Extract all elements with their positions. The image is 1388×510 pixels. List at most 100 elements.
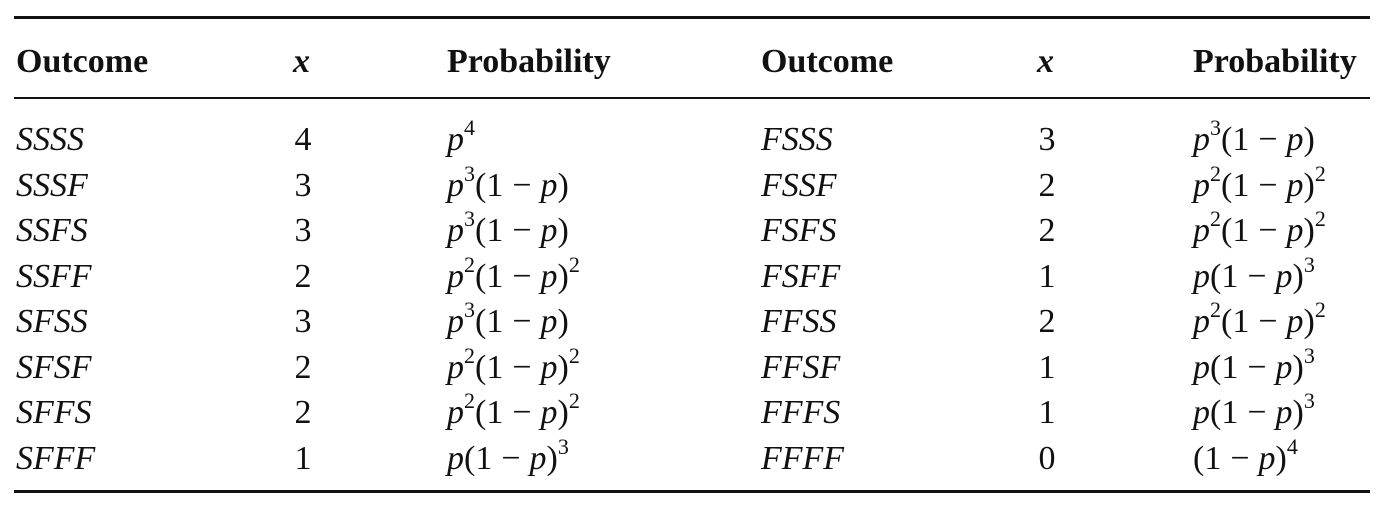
one-symbol: 1 [1221,257,1239,295]
close-paren: ) [1292,348,1304,386]
one-symbol: 1 [486,166,504,204]
table-row: SFFF 1 p(1− p)3 FFFF 0 (1− p)4 [0,433,1388,484]
p-symbol: p [1193,121,1210,158]
open-paren: ( [1193,439,1205,477]
minus-symbol: − [1230,439,1250,477]
p-symbol: p [1193,212,1210,249]
table-header-row: Outcome x Probability Outcome x Probabil… [0,40,1388,84]
open-paren: ( [1210,348,1222,386]
p-exponent: 2 [1210,297,1221,322]
table-top-rule [14,16,1370,19]
one-minus-p-exponent: 3 [1303,342,1315,368]
p-symbol: p [447,303,464,340]
p-exponent: 3 [464,206,475,231]
p-exponent: 2 [1210,160,1221,186]
minus-symbol: − [1247,394,1267,431]
close-paren: ) [1292,394,1304,431]
close-paren: ) [546,439,558,477]
close-paren: ) [1303,166,1315,204]
open-paren: ( [475,348,487,386]
p-symbol: p [1193,348,1210,386]
outcome-cell: SSSS [16,121,84,158]
p-exponent: 2 [464,342,475,368]
outcome-cell: SFFS [16,394,92,431]
p-exponent: 2 [464,251,475,277]
p-exponent: 2 [1210,206,1221,231]
outcome-cell: SFFF [16,439,96,477]
outcome-cell: SFSF [16,348,92,386]
close-paren: ) [1303,212,1315,249]
p-symbol: p [1286,212,1304,249]
minus-symbol: − [512,257,532,295]
minus-symbol: − [1247,348,1267,386]
minus-symbol: − [1258,303,1278,340]
close-paren: ) [1275,439,1287,477]
header-outcome-left: Outcome [16,43,149,80]
x-value-cell: 2 [1038,166,1056,204]
p-symbol: p [1193,394,1210,431]
p-exponent: 3 [464,160,475,186]
one-symbol: 1 [1232,166,1250,204]
open-paren: ( [475,303,487,340]
table-row: SFSF 2 p2(1− p)2 FFSF 1 p(1− p)3 [0,342,1388,391]
x-value-cell: 4 [294,121,312,158]
p-symbol: p [1193,257,1210,295]
outcome-cell: FFFS [761,394,841,431]
probability-cell: p2(1− p)2 [447,388,580,438]
one-minus-p-exponent: 4 [1286,433,1298,459]
probability-cell: p3(1− p) [447,160,569,211]
p-symbol: p [447,439,464,477]
open-paren: ( [1221,212,1233,249]
p-symbol: p [540,348,558,386]
probability-cell: p2(1− p)2 [1193,297,1326,347]
outcome-cell: FFSF [761,348,841,386]
one-minus-p-exponent: 2 [1314,206,1326,231]
x-value-cell: 3 [294,166,312,204]
p-exponent: 2 [464,388,475,413]
one-minus-p-exponent: 2 [568,251,580,277]
close-paren: ) [557,212,569,249]
p-symbol: p [447,212,464,249]
minus-symbol: − [1258,212,1278,249]
one-symbol: 1 [486,348,504,386]
minus-symbol: − [512,348,532,386]
p-symbol: p [540,166,558,204]
minus-symbol: − [512,303,532,340]
open-paren: ( [1210,394,1222,431]
close-paren: ) [557,348,569,386]
one-minus-p-exponent: 3 [1303,388,1315,413]
probability-cell: (1− p)4 [1193,433,1298,484]
close-paren: ) [557,394,569,431]
open-paren: ( [475,212,487,249]
minus-symbol: − [1247,257,1267,295]
probability-cell: p(1− p)3 [447,434,569,484]
probability-cell: p3(1− p) [447,297,569,347]
probability-cell: p4 [447,115,475,165]
p-symbol: p [540,394,558,431]
p-symbol: p [1193,303,1210,340]
p-exponent: 4 [464,115,475,140]
probability-cell: p(1− p)3 [1193,388,1315,438]
open-paren: ( [1210,257,1222,295]
outcome-cell: FSFS [761,212,837,249]
header-outcome-right: Outcome [761,43,894,80]
header-probability-right: Probability [1193,43,1357,80]
p-symbol: p [447,348,464,386]
p-symbol: p [1275,394,1293,431]
p-symbol: p [447,121,464,158]
probability-cell: p3(1− p) [447,206,569,256]
one-minus-p-exponent: 2 [568,388,580,413]
one-symbol: 1 [486,257,504,295]
header-x-left: x [293,43,310,80]
table-body: SSSS 4 p4 FSSS 3 p3(1− p) SSSF 3 p3(1− p) FSSF 2 p2(1… [0,115,1388,484]
p-symbol: p [1286,166,1304,204]
minus-symbol: − [512,166,532,204]
minus-symbol: − [512,212,532,249]
one-symbol: 1 [1221,348,1239,386]
open-paren: ( [464,439,476,477]
x-value-cell: 1 [1038,257,1056,295]
outcome-cell: FSFF [761,257,841,295]
x-value-cell: 2 [294,394,312,431]
probability-cell: p2(1− p)2 [447,251,580,302]
table-row: SSFS 3 p3(1− p) FSFS 2 p2(1− p)2 [0,206,1388,256]
